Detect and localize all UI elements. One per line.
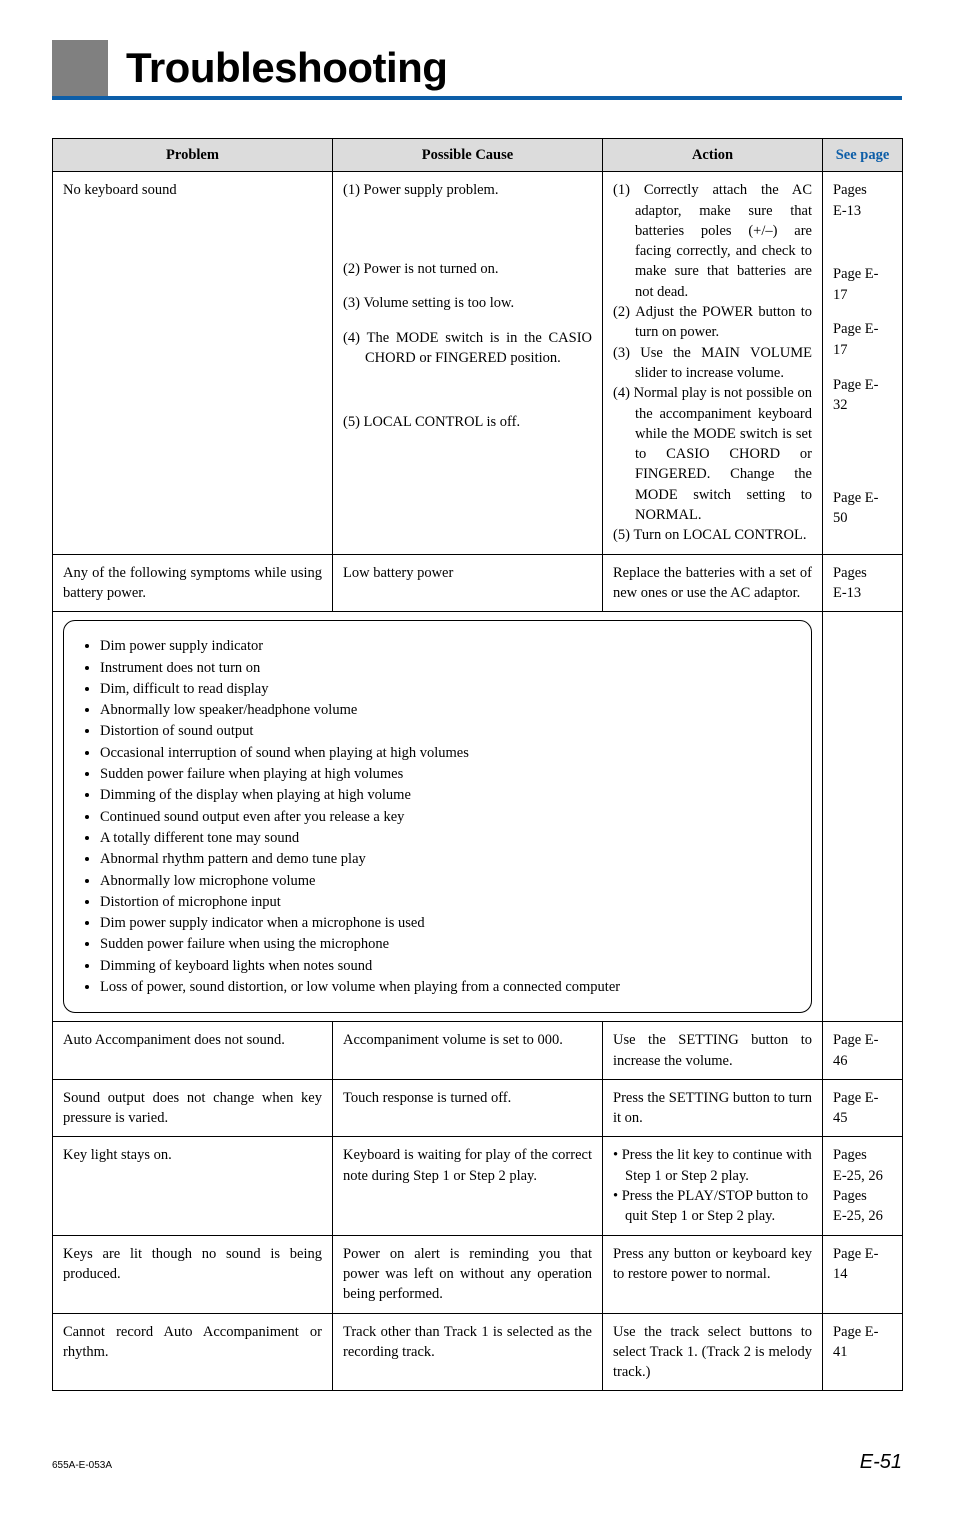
symptom-box: Dim power supply indicator Instrument do… — [63, 620, 812, 1013]
cause-item: (2) Power is not turned on. — [343, 259, 592, 279]
table-row: No keyboard sound (1) Power supply probl… — [53, 172, 903, 554]
list-item: Abnormally low speaker/headphone volume — [100, 700, 793, 720]
table-row-bullets: Dim power supply indicator Instrument do… — [53, 612, 903, 1022]
cell-problem: Cannot record Auto Accompaniment or rhyt… — [53, 1313, 333, 1391]
page-ref: Pages — [833, 1147, 867, 1163]
page-ref: E-13 — [833, 203, 861, 219]
table-row: Keys are lit though no sound is being pr… — [53, 1235, 903, 1313]
cell-action: Press any button or keyboard key to rest… — [603, 1235, 823, 1313]
list-item: Dim power supply indicator when a microp… — [100, 913, 793, 933]
table-row: Sound output does not change when key pr… — [53, 1079, 903, 1137]
action-item: (5) Turn on LOCAL CONTROL. — [613, 525, 812, 545]
table-row: Key light stays on. Keyboard is waiting … — [53, 1137, 903, 1235]
page-footer: 655A-E-053A E-51 — [52, 1451, 902, 1474]
col-action: Action — [603, 139, 823, 172]
symptom-list: Dim power supply indicator Instrument do… — [82, 636, 793, 997]
cell-cause: Power on alert is reminding you that pow… — [333, 1235, 603, 1313]
list-item: Continued sound output even after you re… — [100, 807, 793, 827]
action-item: (4) Normal play is not possible on the a… — [613, 383, 812, 525]
action-item: (1) Correctly attach the AC adaptor, mak… — [613, 180, 812, 302]
table-row: Cannot record Auto Accompaniment or rhyt… — [53, 1313, 903, 1391]
page: Troubleshooting Problem Possible Cause A… — [0, 0, 954, 1514]
list-item: Dimming of keyboard lights when notes so… — [100, 956, 793, 976]
cell-problem: Auto Accompaniment does not sound. — [53, 1022, 333, 1080]
cell-action: Use the track select buttons to select T… — [603, 1313, 823, 1391]
cell-page: Page E-46 — [823, 1022, 903, 1080]
page-ref: Page E-17 — [833, 321, 879, 357]
cell-page: Page E-14 — [823, 1235, 903, 1313]
page-ref: E-25, 26 — [833, 1208, 883, 1224]
list-item: Dim power supply indicator — [100, 636, 793, 656]
action-item: (3) Use the MAIN VOLUME slider to increa… — [613, 343, 812, 384]
list-item: Dim, difficult to read display — [100, 679, 793, 699]
col-problem: Problem — [53, 139, 333, 172]
table-header-row: Problem Possible Cause Action See page — [53, 139, 903, 172]
cell-cause: Accompaniment volume is set to 000. — [333, 1022, 603, 1080]
table-row: Any of the following symptoms while usin… — [53, 554, 903, 612]
cell-problem: Key light stays on. — [53, 1137, 333, 1235]
list-item: Occasional interruption of sound when pl… — [100, 743, 793, 763]
cell-action: Press the SETTING button to turn it on. — [603, 1079, 823, 1137]
list-item: Distortion of sound output — [100, 721, 793, 741]
cell-problem: Sound output does not change when key pr… — [53, 1079, 333, 1137]
cell-page: Page E-45 — [823, 1079, 903, 1137]
page-ref: Pages — [833, 1188, 867, 1204]
page-ref: E-13 — [833, 585, 861, 601]
action-item: • Press the lit key to continue with Ste… — [613, 1145, 812, 1186]
action-item: • Press the PLAY/STOP button to quit Ste… — [613, 1186, 812, 1227]
list-item: Instrument does not turn on — [100, 658, 793, 678]
cell-problem: Any of the following symptoms while usin… — [53, 554, 333, 612]
col-cause: Possible Cause — [333, 139, 603, 172]
list-item: Dimming of the display when playing at h… — [100, 785, 793, 805]
troubleshooting-table: Problem Possible Cause Action See page N… — [52, 138, 903, 1391]
cell-problem: Keys are lit though no sound is being pr… — [53, 1235, 333, 1313]
cell-page: Page E-41 — [823, 1313, 903, 1391]
action-item: (2) Adjust the POWER button to turn on p… — [613, 302, 812, 343]
cell-page-empty — [823, 612, 903, 1022]
page-ref: Page E-32 — [833, 377, 879, 413]
cell-cause: Track other than Track 1 is selected as … — [333, 1313, 603, 1391]
cell-problem: No keyboard sound — [53, 172, 333, 554]
list-item: Abnormal rhythm pattern and demo tune pl… — [100, 849, 793, 869]
list-item: Sudden power failure when playing at hig… — [100, 764, 793, 784]
cause-item: (5) LOCAL CONTROL is off. — [343, 412, 592, 432]
footer-code: 655A-E-053A — [52, 1460, 112, 1471]
page-title: Troubleshooting — [108, 40, 447, 96]
page-ref: Pages — [833, 182, 867, 198]
cell-action: Use the SETTING button to increase the v… — [603, 1022, 823, 1080]
list-item: Distortion of microphone input — [100, 892, 793, 912]
table-row: Auto Accompaniment does not sound. Accom… — [53, 1022, 903, 1080]
cell-cause: (1) Power supply problem. (2) Power is n… — [333, 172, 603, 554]
cause-item: (1) Power supply problem. — [343, 180, 592, 200]
page-ref: E-25, 26 — [833, 1168, 883, 1184]
page-ref: Pages — [833, 565, 867, 581]
footer-page-number: E-51 — [860, 1451, 902, 1474]
cell-cause: Keyboard is waiting for play of the corr… — [333, 1137, 603, 1235]
cause-item: (3) Volume setting is too low. — [343, 293, 592, 313]
cell-action: Replace the batteries with a set of new … — [603, 554, 823, 612]
cell-bullet-box: Dim power supply indicator Instrument do… — [53, 612, 823, 1022]
list-item: Sudden power failure when using the micr… — [100, 934, 793, 954]
cell-page: Pages E-13 — [823, 554, 903, 612]
cell-cause: Low battery power — [333, 554, 603, 612]
page-ref: Page E-17 — [833, 266, 879, 302]
cell-page: Pages E-13 Page E-17 Page E-17 Page E-32… — [823, 172, 903, 554]
cell-action: (1) Correctly attach the AC adaptor, mak… — [603, 172, 823, 554]
header-row: Troubleshooting — [52, 40, 902, 96]
list-item: A totally different tone may sound — [100, 828, 793, 848]
list-item: Abnormally low microphone volume — [100, 871, 793, 891]
cell-action: • Press the lit key to continue with Ste… — [603, 1137, 823, 1235]
cell-cause: Touch response is turned off. — [333, 1079, 603, 1137]
header-block-decor — [52, 40, 108, 96]
header-rule — [52, 96, 902, 100]
list-item: Loss of power, sound distortion, or low … — [100, 977, 793, 997]
cause-item: (4) The MODE switch is in the CASIO CHOR… — [343, 328, 592, 369]
cell-page: Pages E-25, 26 Pages E-25, 26 — [823, 1137, 903, 1235]
col-see-page: See page — [823, 139, 903, 172]
page-ref: Page E-50 — [833, 490, 879, 526]
